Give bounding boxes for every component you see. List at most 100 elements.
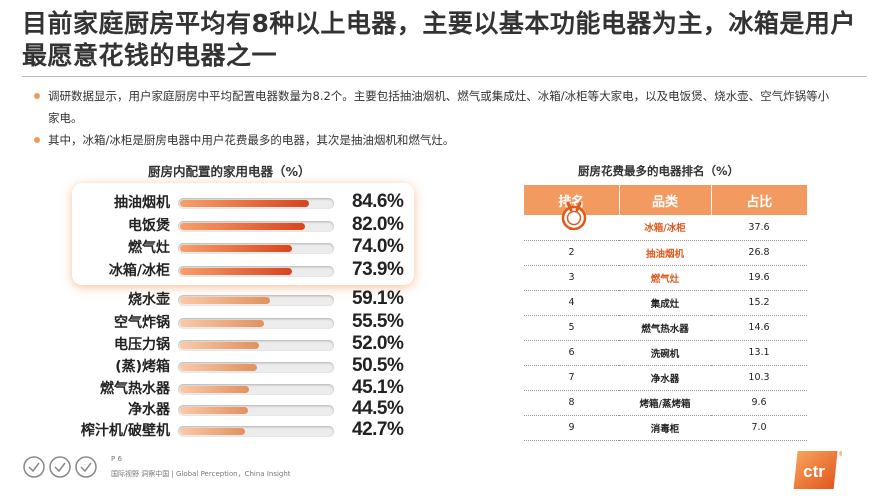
ctr-logo: ctr ® [793,451,842,489]
table-cell-rank: 6 [524,340,619,366]
bar-row: 空气炸锅 55.5% [0,311,450,334]
bar-track [178,198,334,209]
bar-track [178,340,334,351]
bar-row: 抽油烟机 84.6% [0,191,450,214]
bar-row: 燃气灶 74.0% [0,236,450,259]
bar-category-label: 冰箱/冰柜 [108,263,170,279]
bar-value-label: 50.5% [352,355,404,376]
bar [180,386,249,393]
bullet-item: 调研数据显示，用户家庭厨房中平均配置电器数量为8.2个。主要包括抽油烟机、燃气或… [34,85,834,129]
table-cell-share: 14.6 [711,315,807,341]
table-row: 8 烤箱/蒸烤箱 9.6 [524,390,807,416]
bar-row: 电饭煲 82.0% [0,214,450,237]
certification-seals-icon [23,456,97,478]
bar-track [178,221,334,232]
table-cell-rank: 4 [524,290,619,316]
bar-category-label: 燃气热水器 [100,381,170,397]
table-cell-share: 9.6 [711,390,807,416]
summary-bullets: 调研数据显示，用户家庭厨房中平均配置电器数量为8.2个。主要包括抽油烟机、燃气或… [34,85,834,151]
table-cell-share: 15.2 [711,290,807,316]
table-cell-share: 37.6 [711,215,807,241]
table-cell-category: 洗碗机 [619,340,711,366]
table-row: 7 净水器 10.3 [524,365,807,391]
bullet-item: 其中，冰箱/冰柜是厨房电器中用户花费最多的电器，其次是抽油烟机和燃气灶。 [34,129,834,151]
table-cell-share: 7.0 [711,415,807,441]
bar-row: 榨汁机/破壁机 42.7% [0,419,450,442]
table-cell-share: 19.6 [711,265,807,291]
bar-chart-title: 厨房内配置的家用电器（%） [148,164,311,179]
bar-value-label: 55.5% [352,311,404,332]
table-body: 1冰箱/冰柜37.62抽油烟机26.83燃气灶19.64集成灶15.25燃气热水… [524,215,807,441]
bar-track [178,243,334,254]
bar-value-label: 82.0% [352,214,404,235]
table-row: 6 洗碗机 13.1 [524,340,807,366]
bar [180,428,245,435]
bar-value-label: 59.1% [352,288,404,309]
bar-value-label: 73.9% [352,259,404,280]
table-row: 4 集成灶 15.2 [524,290,807,316]
table-cell-rank: 3 [524,265,619,291]
appliance-bar-chart: 抽油烟机 84.6% 电饭煲 82.0% 燃气灶 74.0% 冰箱/冰柜 73.9% 烧水壶 59… [0,191,450,442]
table-cell-category: 燃气灶 [619,265,711,291]
bar-value-label: 52.0% [352,333,404,354]
bar-track [178,266,334,277]
bar-value-label: 44.5% [352,398,404,419]
bar-category-label: 电饭煲 [128,218,170,234]
bar [180,268,293,275]
spending-ranking-table: 排名 品类 占比 1冰箱/冰柜37.62抽油烟机26.83燃气灶19.64集成灶… [524,185,807,441]
column-header-share: 占比 [711,185,807,215]
bar [180,245,293,252]
table-cell-rank: 7 [524,365,619,391]
bar-value-label: 84.6% [352,191,404,212]
table-cell-category: 烤箱/蒸烤箱 [619,390,711,416]
table-cell-share: 13.1 [711,340,807,366]
bar-row: (蒸)烤箱 50.5% [0,355,450,378]
bar-category-label: 燃气灶 [128,240,170,256]
table-row: 5 燃气热水器 14.6 [524,315,807,341]
bar-row: 燃气热水器 45.1% [0,377,450,400]
table-cell-category: 净水器 [619,365,711,391]
table-row: 3 燃气灶 19.6 [524,265,807,291]
bar-value-label: 45.1% [352,377,404,398]
bar-row: 烧水壶 59.1% [0,288,450,311]
bar-row: 电压力锅 52.0% [0,333,450,356]
table-cell-rank: 9 [524,415,619,441]
bar [180,342,260,349]
column-header-category: 品类 [619,185,712,215]
table-cell-category: 集成灶 [619,290,711,316]
table-cell-rank: 8 [524,390,619,416]
table-header-row: 排名 品类 占比 [524,185,807,215]
table-cell-rank: 5 [524,315,619,341]
table-cell-share: 26.8 [711,240,807,266]
bar [180,320,265,327]
bar-row: 净水器 44.5% [0,398,450,421]
bar-track [178,405,334,416]
table-row: 2 抽油烟机 26.8 [524,240,807,266]
title-divider [22,76,867,77]
registered-mark: ® [839,451,842,458]
bar-track [178,426,334,437]
table-cell-category: 冰箱/冰柜 [619,215,711,241]
bar-category-label: 榨汁机/破壁机 [80,423,170,439]
bar-category-label: 净水器 [128,402,170,418]
bar-value-label: 42.7% [352,419,404,440]
bar [180,407,248,414]
footer-slogan: 国际视野 洞察中国 | Global Perception，China Insi… [111,470,291,478]
page-number: P 6 [111,455,122,463]
bar-category-label: 烧水壶 [128,292,170,308]
table-row: 9 消毒柜 7.0 [524,415,807,441]
table-cell-category: 抽油烟机 [619,240,711,266]
table-cell-rank: 2 [524,240,619,266]
table-cell-share: 10.3 [711,365,807,391]
bar-category-label: 抽油烟机 [114,195,170,211]
bar-category-label: 电压力锅 [114,337,170,353]
bar [180,297,270,304]
bar-category-label: (蒸)烤箱 [115,359,170,375]
bar [180,223,305,230]
table-cell-category: 消毒柜 [619,415,711,441]
bar-track [178,318,334,329]
trophy-medal-icon [561,201,587,231]
bar-value-label: 74.0% [352,236,404,257]
ranking-table-title: 厨房花费最多的电器排名（%） [578,164,740,178]
bar-category-label: 空气炸锅 [114,315,170,331]
